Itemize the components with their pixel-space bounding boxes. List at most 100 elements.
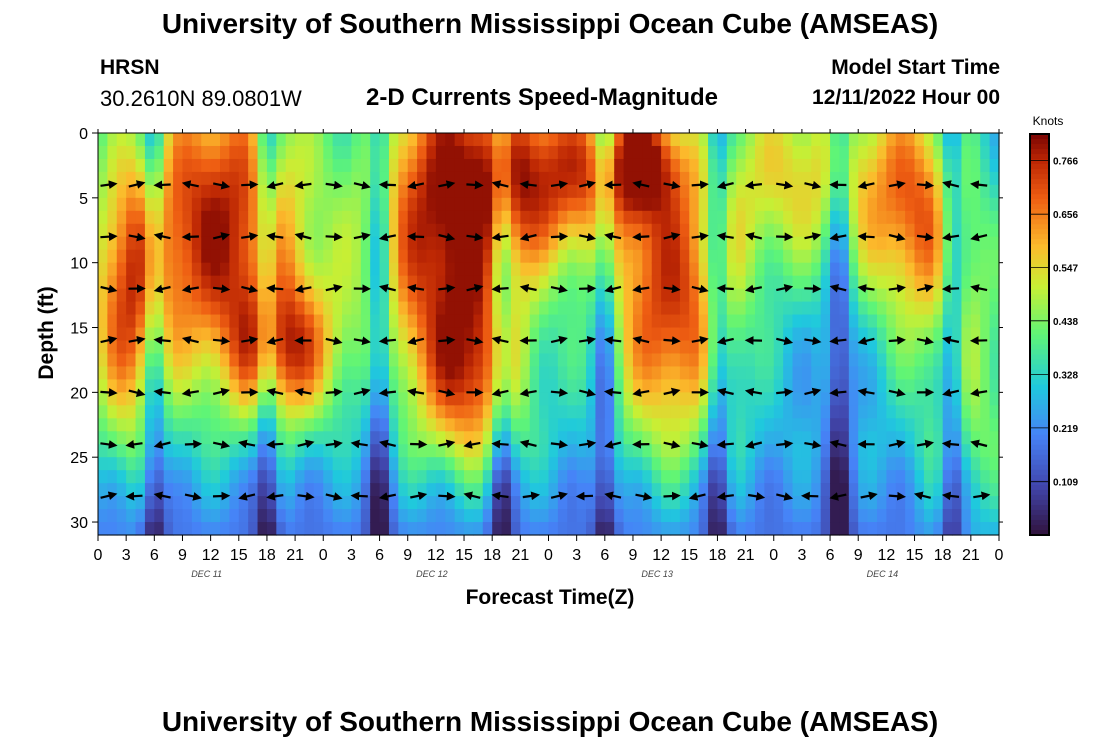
- heatmap-cell: [360, 444, 371, 458]
- heatmap-cell: [792, 392, 803, 406]
- heatmap-cell: [370, 496, 381, 510]
- heatmap-cell: [379, 275, 390, 290]
- heatmap-cell: [342, 470, 353, 484]
- heatmap-cell: [98, 379, 108, 393]
- heatmap-cell: [295, 288, 306, 303]
- heatmap-cell: [107, 418, 118, 432]
- heatmap-cell: [895, 249, 906, 264]
- heatmap-cell: [642, 288, 653, 303]
- heatmap-cell: [586, 197, 597, 212]
- heatmap-cell: [623, 509, 634, 523]
- current-arrow: [519, 283, 537, 293]
- heatmap-cell: [266, 366, 277, 380]
- heatmap-cell: [548, 483, 559, 497]
- colorbar-segment: [1030, 334, 1049, 341]
- heatmap-cell: [116, 379, 127, 393]
- heatmap-cell: [492, 171, 503, 186]
- heatmap-cell: [679, 418, 690, 432]
- heatmap-cell: [830, 210, 841, 225]
- heatmap-cell: [792, 327, 803, 342]
- heatmap-cell: [464, 418, 475, 432]
- heatmap-cell: [726, 509, 737, 523]
- heatmap-cell: [323, 457, 334, 471]
- heatmap-cell: [736, 133, 747, 147]
- current-arrow: [857, 232, 875, 242]
- heatmap-cell: [135, 379, 146, 393]
- heatmap-cell: [492, 509, 503, 523]
- heatmap-cell: [126, 418, 137, 432]
- heatmap-cell: [248, 249, 259, 264]
- heatmap-cell: [933, 301, 944, 316]
- heatmap-cell: [773, 210, 784, 225]
- heatmap-cell: [989, 223, 1000, 238]
- heatmap-cell: [858, 145, 869, 160]
- heatmap-cell: [923, 249, 934, 264]
- heatmap-cell: [107, 366, 118, 380]
- heatmap-cell: [539, 444, 550, 458]
- heatmap-cell: [398, 366, 409, 380]
- heatmap-cell: [876, 133, 887, 147]
- heatmap-cell: [858, 158, 869, 173]
- heatmap-cell: [839, 340, 850, 355]
- heatmap-cell: [886, 314, 897, 329]
- heatmap-cell: [445, 171, 456, 186]
- heatmap-cell: [942, 314, 953, 329]
- heatmap-cell: [801, 431, 812, 445]
- colorbar-segment: [1030, 304, 1049, 311]
- heatmap-cell: [454, 366, 465, 380]
- heatmap-cell: [332, 133, 343, 147]
- heatmap-cell: [632, 366, 643, 380]
- heatmap-cell: [576, 145, 587, 160]
- heatmap-cell: [257, 496, 268, 510]
- heatmap-cell: [182, 262, 193, 277]
- heatmap-cell: [464, 496, 475, 510]
- current-arrow: [128, 232, 146, 242]
- heatmap-cell: [764, 197, 775, 212]
- heatmap-cell: [886, 522, 897, 536]
- heatmap-cell: [220, 470, 230, 484]
- heatmap-cell: [98, 366, 108, 380]
- heatmap-cell: [388, 366, 399, 380]
- heatmap-cell: [417, 496, 428, 510]
- heatmap-cell: [923, 145, 934, 160]
- heatmap-cell: [510, 470, 521, 484]
- heatmap-cell: [867, 496, 878, 510]
- heatmap-cell: [182, 431, 193, 445]
- heatmap-cell: [698, 184, 709, 199]
- heatmap-cell: [604, 145, 615, 160]
- current-arrow: [747, 491, 766, 501]
- heatmap-cell: [482, 509, 493, 523]
- colorbar-segment: [1030, 529, 1049, 536]
- heatmap-cell: [135, 236, 146, 251]
- heatmap-cell: [323, 301, 334, 316]
- heatmap-cell: [144, 288, 155, 303]
- heatmap-cell: [342, 158, 353, 173]
- current-arrow: [942, 180, 960, 189]
- heatmap-cell: [820, 353, 831, 368]
- heatmap-cell: [220, 288, 230, 303]
- colorbar-segment: [1030, 354, 1049, 361]
- heatmap-cell: [370, 444, 381, 458]
- heatmap-cell: [276, 496, 287, 510]
- heatmap-cell: [482, 457, 493, 471]
- heatmap-cell: [417, 184, 428, 199]
- heatmap-cell: [905, 133, 916, 147]
- heatmap-cell: [332, 353, 343, 368]
- heatmap-cell: [895, 522, 906, 536]
- heatmap-cell: [726, 470, 737, 484]
- heatmap-cell: [248, 314, 259, 329]
- heatmap-cell: [464, 431, 475, 445]
- heatmap-cell: [144, 431, 155, 445]
- heatmap-cell: [201, 444, 212, 458]
- heatmap-cell: [586, 262, 597, 277]
- heatmap-cell: [323, 379, 334, 393]
- heatmap-cell: [295, 379, 306, 393]
- heatmap-cell: [407, 249, 418, 264]
- current-arrow: [438, 232, 456, 242]
- heatmap-cell: [257, 327, 268, 342]
- current-arrow: [266, 232, 284, 241]
- heatmap-cell: [651, 431, 662, 445]
- x-tick-label: 21: [737, 547, 755, 564]
- heatmap-cell: [980, 249, 991, 264]
- colorbar-segment: [1030, 394, 1049, 401]
